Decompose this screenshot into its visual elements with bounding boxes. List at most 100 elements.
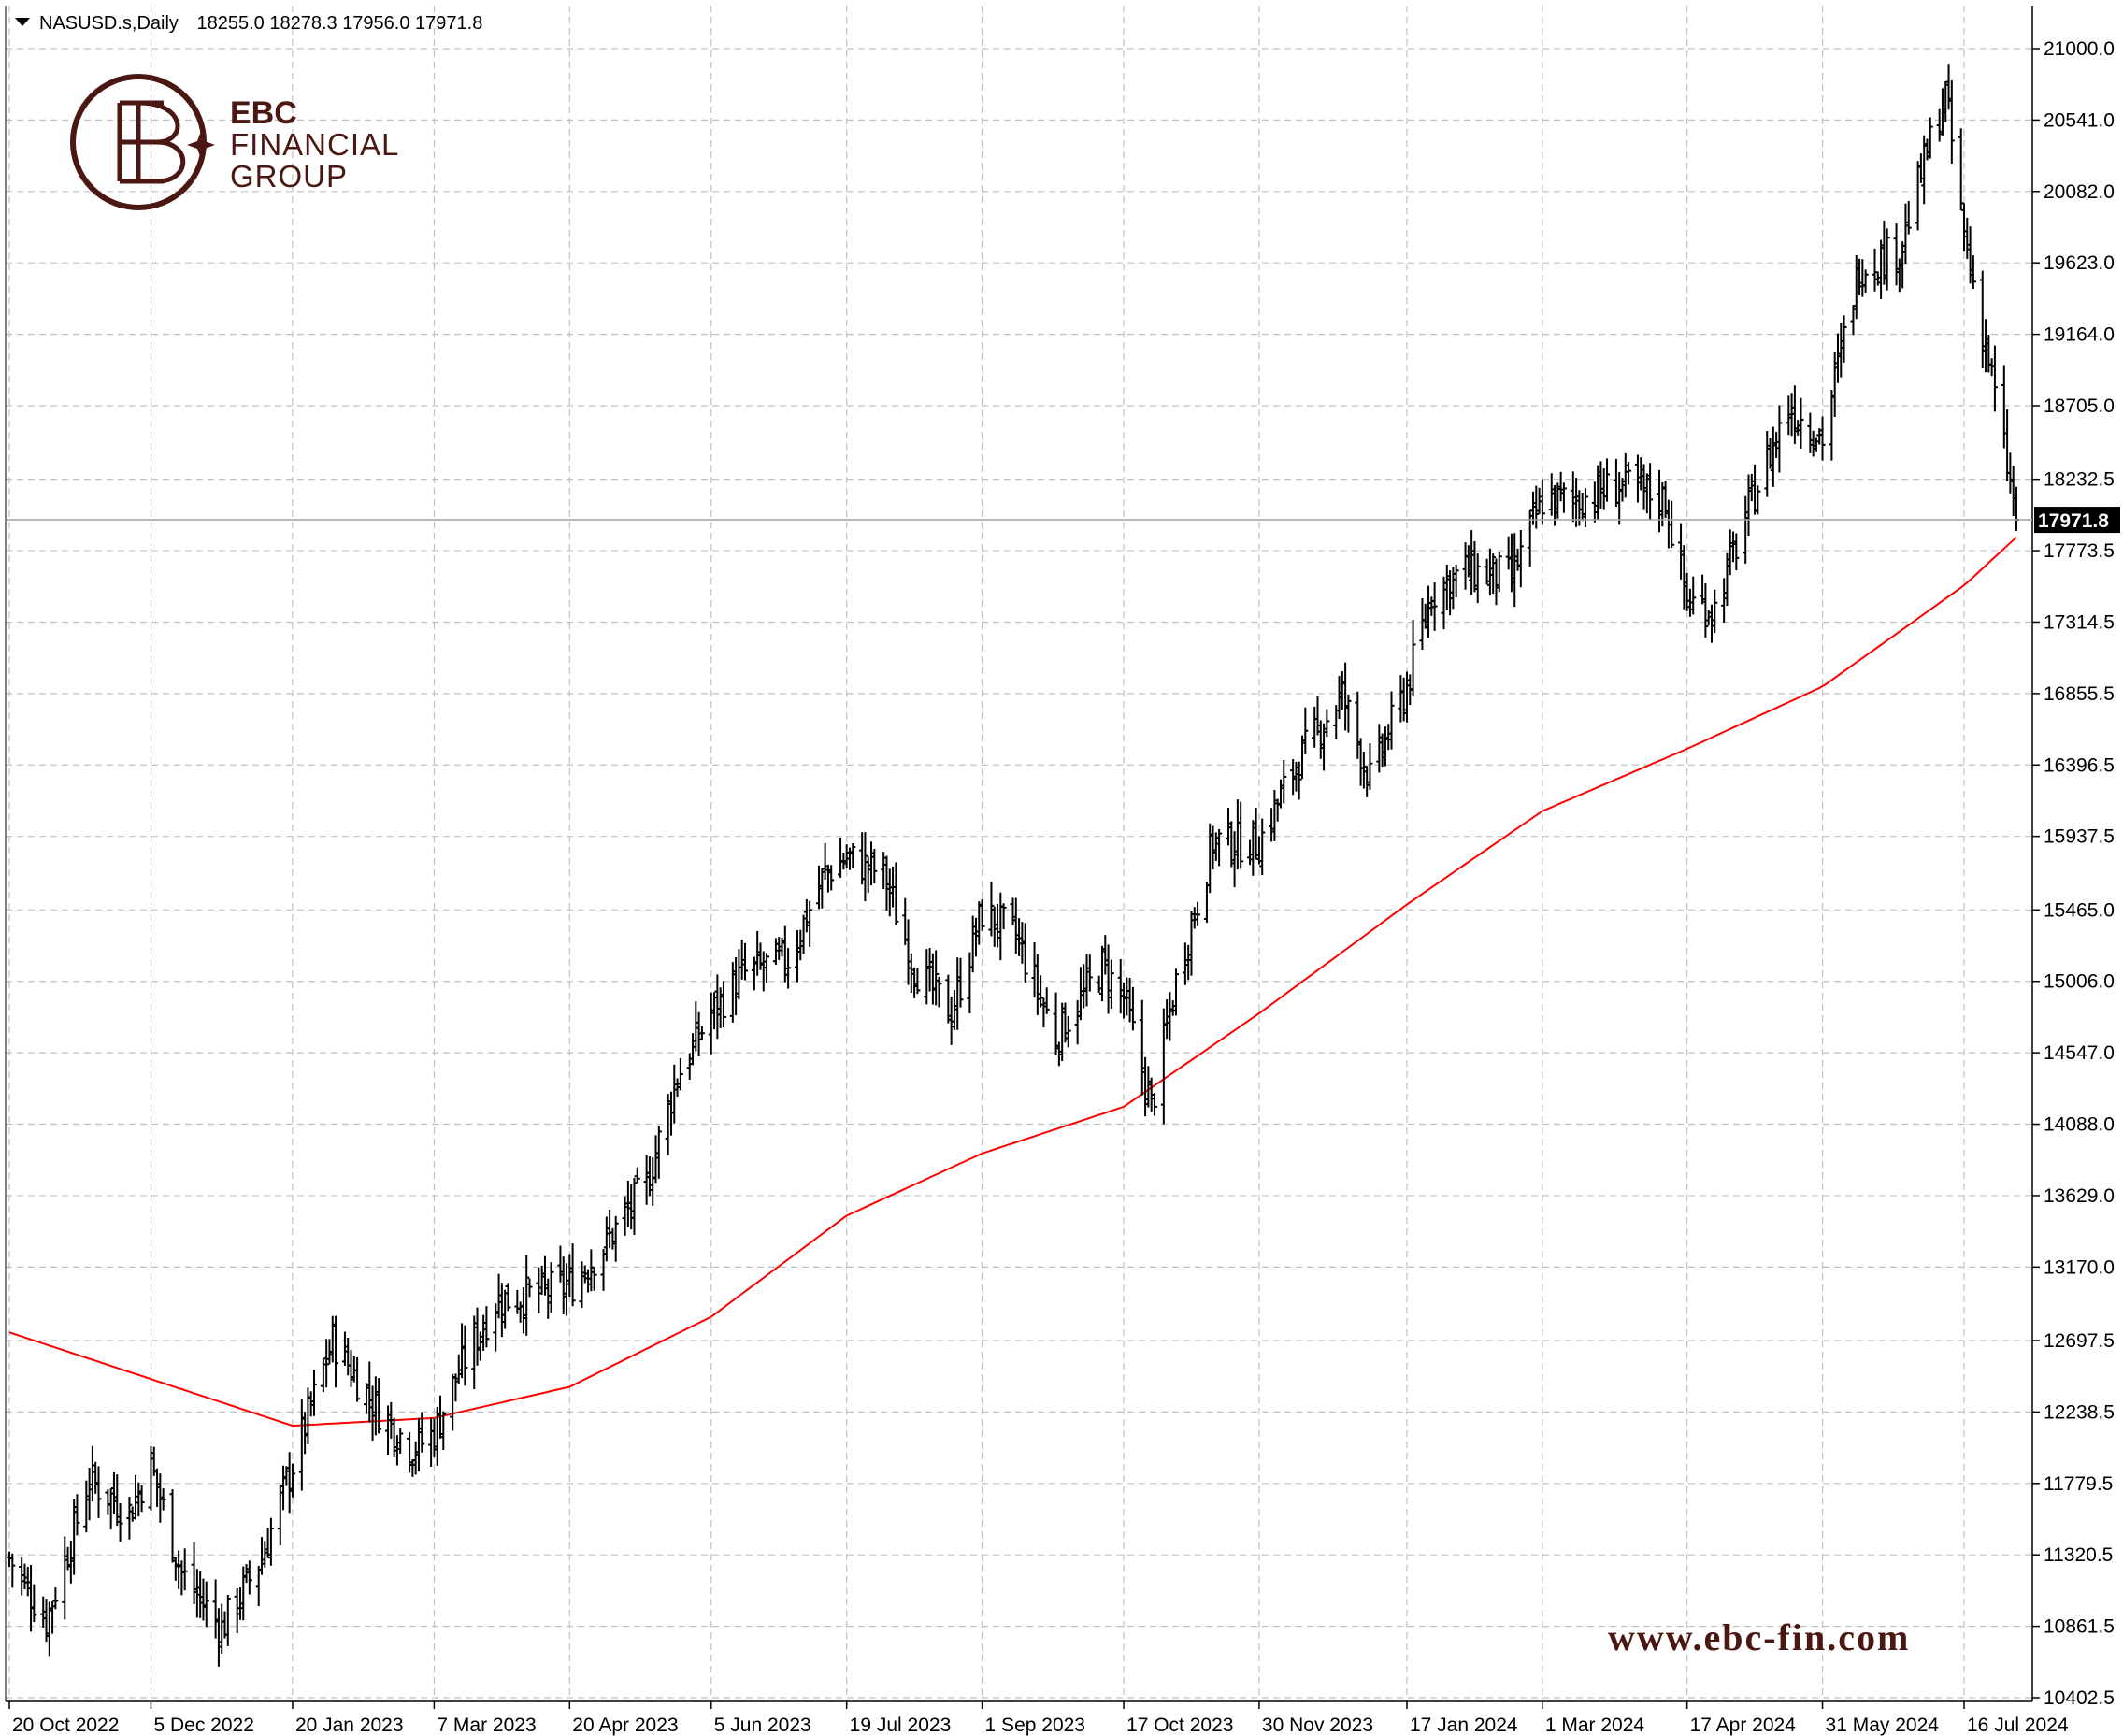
ohlc-bar — [160, 1488, 166, 1511]
ohlc-bar — [1367, 743, 1373, 790]
ohlc-bar — [462, 1325, 468, 1386]
ohlc-bar — [893, 862, 899, 925]
ohlc-bar — [526, 1278, 533, 1298]
ohlc-bar — [181, 1548, 188, 1591]
ohlc-bar — [1517, 529, 1524, 588]
logo-text-financial: FINANCIAL — [230, 127, 399, 162]
x-tick-label: 1 Mar 2024 — [1545, 1714, 1645, 1736]
ohlc-bar — [1195, 901, 1201, 926]
current-price-label: 17971.8 — [2038, 510, 2109, 532]
ohlc-bar — [655, 1125, 662, 1179]
moving-average-line — [8, 536, 2017, 1428]
x-tick-label: 31 May 2024 — [1826, 1714, 1940, 1736]
x-tick-label: 1 Sep 2023 — [985, 1714, 1085, 1736]
ohlc-bar — [354, 1356, 361, 1402]
ohlc-bar — [1604, 458, 1611, 502]
ohlc-bar — [1776, 405, 1783, 473]
ohlc-bar — [1884, 228, 1890, 291]
ohlc-bar — [1582, 488, 1588, 527]
y-tick-label: 14088.0 — [2044, 1114, 2115, 1136]
ohlc-bar — [1733, 533, 1740, 571]
chevron-down-icon[interactable] — [15, 18, 30, 26]
ohlc-bar — [1259, 818, 1266, 876]
ohlc-bar — [1927, 117, 1933, 159]
ohlc-bar — [569, 1243, 576, 1307]
ohlc-bars — [7, 64, 2019, 1667]
y-tick-label: 15006.0 — [2044, 971, 2115, 993]
ohlc-bar — [1560, 482, 1567, 513]
ohlc-bar — [52, 1587, 59, 1610]
ohlc-bar — [1129, 986, 1136, 1031]
ohlc-bar — [1841, 315, 1847, 363]
ohlc-bar — [988, 882, 995, 937]
ohlc-bar — [1065, 1015, 1071, 1048]
ohlc-bar — [742, 942, 749, 981]
y-tick-label: 10861.5 — [2044, 1616, 2115, 1638]
ohlc-bar — [267, 1517, 274, 1566]
x-tick-label: 7 Mar 2023 — [437, 1714, 536, 1736]
ohlc-bar — [524, 1255, 530, 1336]
ohlc-bar — [323, 1339, 330, 1388]
ohlc-bar — [1108, 959, 1114, 1009]
ohlc-bar — [310, 1370, 317, 1416]
x-tick-label: 20 Jan 2023 — [295, 1714, 404, 1736]
chart-ohlc: 18255.0 18278.3 17956.0 17971.8 — [196, 13, 482, 34]
ohlc-bar — [117, 1503, 123, 1542]
ohlc-bar — [1862, 269, 1869, 293]
y-tick-label: 11779.5 — [2044, 1473, 2113, 1495]
y-tick-label: 12238.5 — [2044, 1401, 2115, 1423]
ohlc-bar — [1970, 255, 1976, 290]
ohlc-bar — [1345, 694, 1352, 733]
ohlc-bar — [333, 1315, 339, 1388]
ohlc-bar — [1702, 583, 1709, 638]
x-tick-label: 5 Dec 2022 — [153, 1714, 253, 1736]
ohlc-bar — [1539, 479, 1545, 525]
x-tick-label: 5 Jun 2023 — [714, 1714, 811, 1736]
ohlc-bar — [807, 900, 813, 947]
y-tick-label: 14547.0 — [2044, 1042, 2115, 1064]
ohlc-bar — [1038, 975, 1044, 1008]
x-tick-label: 17 Jan 2024 — [1410, 1714, 1518, 1736]
y-tick-label: 13629.0 — [2044, 1185, 2115, 1207]
ohlc-bar — [1647, 463, 1654, 520]
x-tick-label: 17 Apr 2024 — [1690, 1714, 1797, 1736]
ohlc-bar — [979, 898, 985, 931]
ohlc-bar — [698, 1026, 705, 1041]
svg-text:NASUSD.s,Daily 18255.0 182: NASUSD.s,Daily 18255.0 18278.3 17956.0 1… — [39, 13, 482, 34]
ohlc-bar — [376, 1378, 382, 1434]
y-tick-label: 10402.5 — [2044, 1687, 2115, 1709]
ohlc-bar — [505, 1283, 511, 1312]
ohlc-bar — [1533, 485, 1540, 529]
logo-monogram-icon — [117, 100, 186, 184]
moving-average-layer — [8, 536, 2017, 1428]
y-tick-label: 15465.0 — [2044, 899, 2115, 921]
ohlc-bar — [548, 1262, 554, 1313]
ohlc-bar — [1410, 620, 1416, 696]
chart-symbol: NASUSD.s,Daily — [39, 13, 179, 34]
ohlc-bar — [785, 948, 792, 989]
logo-text-group: GROUP — [230, 159, 348, 194]
ohlc-bar — [1173, 968, 1180, 1016]
ohlc-bar — [126, 1497, 133, 1540]
ohlc-bar — [138, 1485, 145, 1513]
ohlc-bar — [720, 981, 726, 1028]
ohlc-bar — [1755, 485, 1761, 515]
ohlc-bar — [871, 848, 878, 884]
ohlc-bar — [914, 968, 921, 995]
ohlc-bar — [74, 1494, 80, 1536]
ohlc-bar — [1086, 954, 1093, 992]
ohlc-bar — [31, 1584, 37, 1623]
ohlc-bar — [1296, 761, 1302, 800]
y-tick-label: 17314.5 — [2044, 611, 2115, 633]
ohlc-bar — [1324, 709, 1330, 738]
ohlc-bar — [933, 950, 940, 1006]
ohlc-bar — [862, 832, 868, 902]
y-tick-label: 11320.5 — [2044, 1544, 2113, 1566]
current-price-label-bg — [2034, 507, 2120, 534]
ohlc-bar — [1043, 987, 1050, 1014]
x-tick-label: 20 Oct 2022 — [12, 1714, 119, 1736]
logo-text-ebc: EBC — [230, 95, 297, 131]
y-tick-label: 13170.0 — [2044, 1256, 2115, 1278]
